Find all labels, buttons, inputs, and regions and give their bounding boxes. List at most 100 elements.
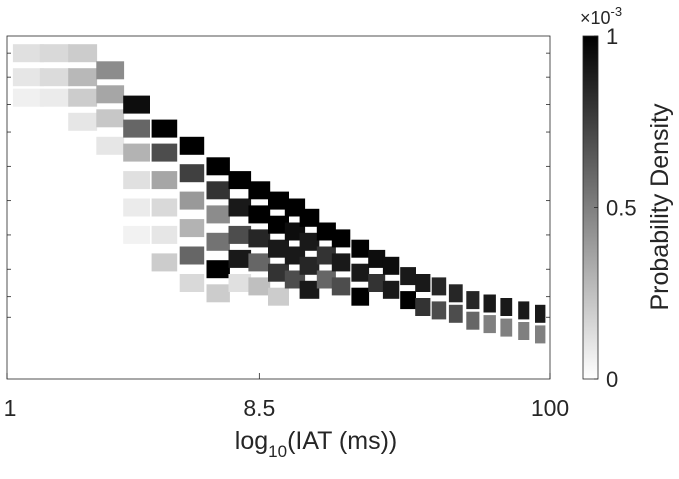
heatmap-cell (466, 311, 480, 330)
heatmap-cell (151, 143, 178, 162)
heatmap-cell (151, 198, 178, 217)
heatmap-cell (382, 256, 400, 275)
heatmap-cell (248, 205, 271, 224)
x-tick-label: 8.5 (243, 395, 275, 421)
heatmap-cell (351, 239, 370, 258)
heatmap-cell (123, 143, 150, 162)
colorbar-exponent: ×10-3 (580, 4, 622, 28)
x-axis-label-rest: (IAT (ms)) (287, 427, 397, 455)
heatmap-cell (500, 298, 513, 316)
heatmap-cell (39, 44, 70, 63)
heatmap-cell (206, 232, 230, 251)
heatmap-cell (151, 225, 178, 244)
heatmap-cell (68, 68, 98, 87)
heatmap-cell (123, 95, 150, 114)
heatmap-cell (316, 246, 336, 265)
heatmap-cell (483, 294, 496, 313)
heatmap-cell (268, 263, 289, 282)
heatmap-cell (331, 229, 351, 248)
heatmap-cell (39, 68, 70, 87)
heatmap-cell (299, 208, 320, 227)
heatmap-cell (299, 256, 320, 275)
heatmap-cell (299, 280, 320, 299)
heatmap-cell (12, 88, 44, 107)
heatmap-cells (12, 44, 546, 344)
heatmap-cell (96, 85, 125, 104)
heatmap-cell (248, 253, 271, 272)
heatmap-cell (500, 318, 513, 337)
heatmap-cell (123, 225, 150, 244)
heatmap-cell (12, 68, 44, 87)
x-axis: 1 8.5 100 (4, 373, 569, 421)
heatmap-cell (96, 109, 125, 128)
heatmap-cell (431, 301, 447, 320)
heatmap-cell (415, 274, 431, 292)
heatmap-cell (68, 88, 98, 107)
heatmap-cell (151, 253, 178, 272)
heatmap-cell (68, 112, 98, 131)
heatmap-cell (206, 260, 230, 279)
heatmap-cell (248, 229, 271, 248)
colorbar-label: Probability Density (646, 103, 674, 311)
heatmap-cell (228, 249, 252, 268)
heatmap-cell (400, 291, 416, 310)
heatmap-cell (68, 44, 98, 63)
heatmap-cell (431, 277, 447, 296)
heatmap-cell (368, 274, 386, 292)
heatmap-cell (331, 253, 351, 272)
heatmap-cell (448, 304, 463, 323)
heatmap-cell (228, 225, 252, 244)
heatmap-cell (179, 164, 205, 183)
heatmap-cell (268, 191, 289, 210)
heatmap-cell (179, 191, 205, 210)
heatmap-cell (228, 198, 252, 217)
heatmap-cell (179, 274, 205, 292)
heatmap-cell (535, 325, 546, 344)
heatmap-cell (382, 280, 400, 299)
heatmap-cell (123, 198, 150, 217)
plot-frame (6, 35, 551, 380)
heatmap-cell (228, 171, 252, 190)
heatmap-cell (518, 301, 530, 320)
heatmap-cell (351, 263, 370, 282)
y-axis-ticks (7, 52, 550, 318)
heatmap-cell (248, 181, 271, 200)
colorbar-tick-label: 0.5 (606, 196, 637, 221)
x-axis-label: log10(IAT (ms)) (235, 427, 397, 461)
heatmap-cell (96, 136, 125, 155)
heatmap-cell (351, 287, 370, 306)
colorbar-exponent-base: ×10 (580, 8, 611, 28)
heatmap-cell (12, 44, 44, 63)
colorbar-tick-label: 0 (606, 367, 618, 392)
heatmap-cell (228, 274, 252, 292)
heatmap-cell (206, 205, 230, 224)
heatmap-cell (368, 249, 386, 268)
heatmap-cell (316, 222, 336, 241)
heatmap-cell (123, 171, 150, 190)
heatmap-cell (268, 239, 289, 258)
x-tick-label: 100 (531, 395, 569, 421)
heatmap-cell (151, 119, 178, 138)
heatmap-cell (535, 304, 546, 323)
heatmap-cell (179, 219, 205, 238)
heatmap-cell (248, 277, 271, 296)
heatmap-cell (415, 298, 431, 316)
heatmap-cell (400, 267, 416, 286)
heatmap-cell (268, 215, 289, 234)
heatmap-cell (96, 61, 125, 80)
heatmap-cell (448, 284, 463, 303)
x-axis-label-log: log (235, 427, 268, 455)
heatmap-cell (151, 171, 178, 190)
heatmap-cell (206, 181, 230, 200)
heatmap-cell (206, 157, 230, 176)
heatmap-cell (123, 119, 150, 138)
colorbar-tick-label: 1 (606, 24, 618, 49)
heatmap-cell (466, 291, 480, 310)
heatmap-cell (331, 277, 351, 296)
heatmap-cell (518, 322, 530, 340)
heatmap-cell (316, 270, 336, 289)
x-axis-label-subscript: 10 (268, 442, 287, 461)
heatmap-cell (483, 315, 496, 334)
x-tick-label: 1 (4, 395, 17, 421)
